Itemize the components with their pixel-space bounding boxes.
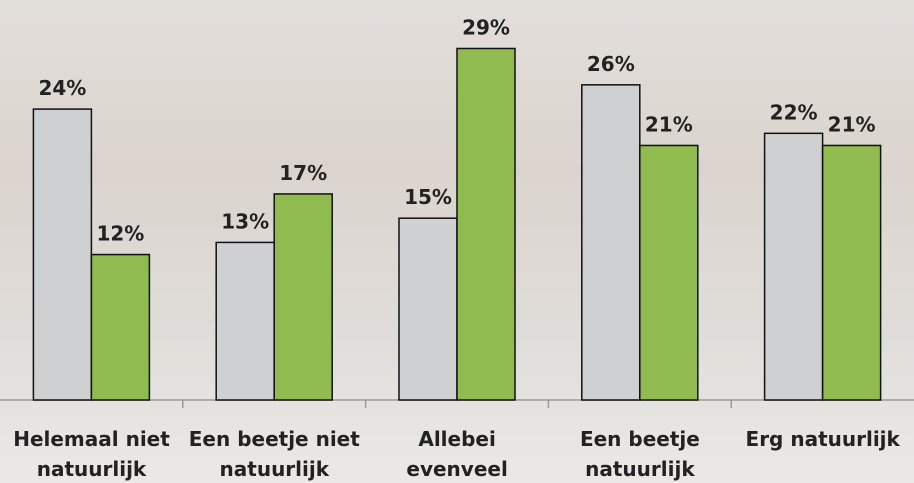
bar: [90, 253, 151, 401]
value-label: 24%: [38, 76, 86, 100]
value-label: 26%: [587, 52, 635, 76]
x-tick-label: Allebei evenveel: [406, 427, 508, 481]
bar: [821, 144, 882, 401]
bar: [581, 84, 641, 401]
x-tick-label: Erg natuurlijk: [745, 427, 900, 451]
bar: [32, 108, 93, 401]
value-label: 21%: [645, 112, 693, 136]
bar: [273, 193, 333, 401]
value-label: 12%: [96, 222, 144, 246]
bar: [763, 132, 824, 401]
value-label: 17%: [279, 161, 327, 185]
value-label: 15%: [404, 185, 452, 209]
x-tick-label: Een beetje natuurlijk: [579, 427, 700, 481]
value-label: 22%: [770, 100, 818, 124]
x-tick-label: Een beetje niet natuurlijk: [188, 427, 360, 481]
value-label: 29%: [462, 15, 510, 39]
bar: [398, 217, 458, 401]
bar: [456, 47, 516, 401]
value-label: 21%: [828, 112, 876, 136]
x-tick-label: Helemaal niet natuurlijk: [13, 427, 170, 481]
value-label: 13%: [221, 209, 269, 233]
bar: [215, 241, 275, 401]
bar: [639, 144, 699, 401]
